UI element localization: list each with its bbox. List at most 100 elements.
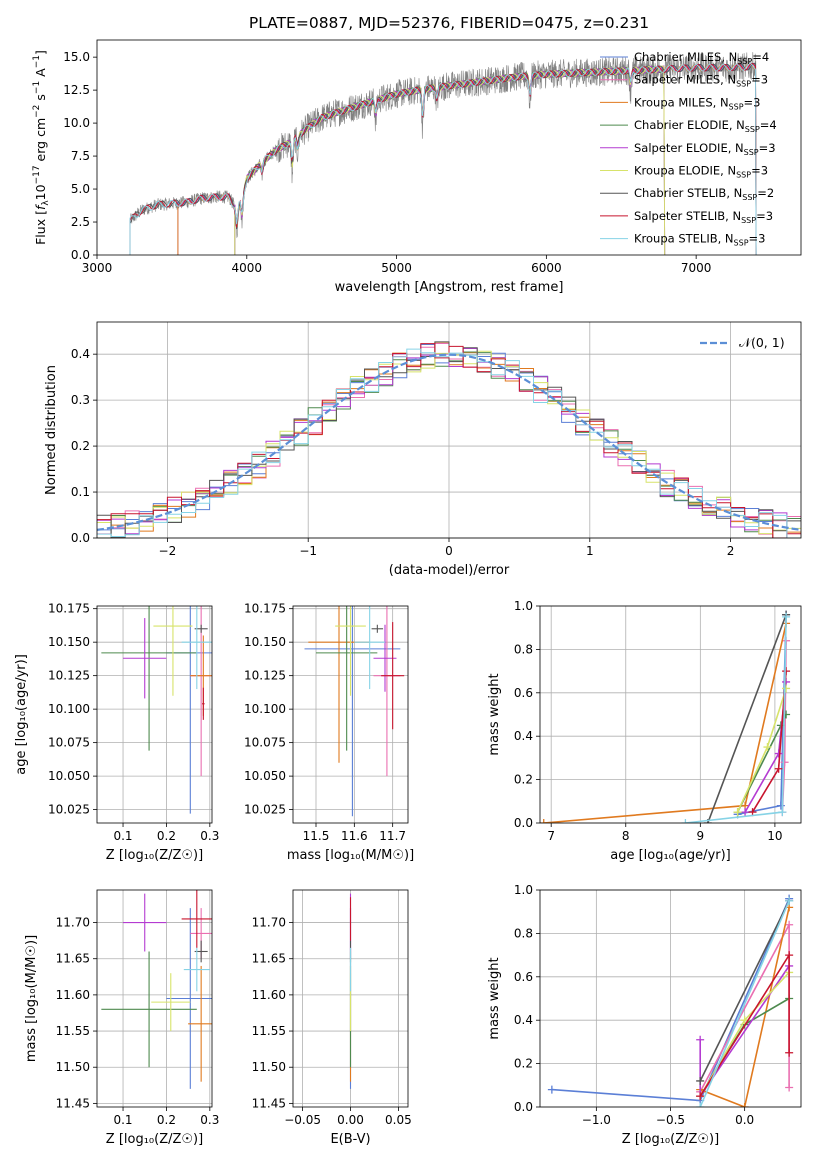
plot-area xyxy=(547,894,794,1107)
y-tick-label: 1.0 xyxy=(514,599,533,613)
y-tick-label: 11.65 xyxy=(56,952,90,966)
y-tick-label: 0.6 xyxy=(514,970,533,984)
y-tick-label: 10.075 xyxy=(244,736,286,750)
y-tick-label: 0.0 xyxy=(71,248,90,262)
massweight-marker-chabrier-stelib xyxy=(696,1076,705,1085)
y-axis-label: Normed distribution xyxy=(44,365,59,495)
x-tick-label: 8 xyxy=(622,829,630,843)
errorbar-chabrier-stelib xyxy=(371,624,384,633)
y-tick-label: 11.70 xyxy=(252,916,286,930)
plot-area xyxy=(129,52,757,255)
y-tick-label: 10.125 xyxy=(244,669,286,683)
axes-frame xyxy=(292,605,409,824)
x-tick-label: 10 xyxy=(767,829,782,843)
massweight-marker-kroupa-stelib xyxy=(681,819,690,823)
x-axis-label: wavelength [Angstrom, rest frame] xyxy=(335,280,564,295)
errorbar-salpeter-stelib xyxy=(202,687,205,720)
x-tick-label: 0.3 xyxy=(200,1113,219,1127)
errorbar-salpeter-stelib xyxy=(181,890,212,948)
y-tick-label: 11.60 xyxy=(56,988,90,1002)
massweight-marker-salpeter-stelib xyxy=(696,1092,705,1101)
massweight-marker-kroupa-stelib xyxy=(782,612,791,621)
residual-histogram-salpeter-stelib xyxy=(97,343,801,538)
y-tick-label: 5.0 xyxy=(71,182,90,196)
massweight-marker-salpeter-stelib xyxy=(785,1048,794,1057)
y-tick-label: 11.45 xyxy=(56,1096,90,1110)
x-tick-label: 3000 xyxy=(82,261,113,275)
x-tick-label: 6000 xyxy=(531,261,562,275)
legend-entry-chabrier-stelib: Chabrier STELIB, NSSP=2 xyxy=(634,186,774,202)
y-tick-label: 15.0 xyxy=(63,50,90,64)
errorbar-kroupa-stelib xyxy=(183,947,210,992)
y-tick-label: 12.5 xyxy=(63,83,90,97)
residual-histogram-kroupa-stelib xyxy=(97,348,801,538)
x-tick-label: 0.1 xyxy=(113,1113,132,1127)
massweight-vs-age-panel: 7 8 9 10 0.0 0.2 0.4 0.6 0.8 1.0 age [log₁₀(age/yr… xyxy=(487,599,802,863)
errorbar-chabrier-elodie xyxy=(101,951,197,1068)
errorbar-kroupa-elodie xyxy=(151,973,191,1032)
plot-area xyxy=(304,606,405,817)
x-tick-label: −0.05 xyxy=(284,1113,321,1127)
x-axis-label: E(B-V) xyxy=(330,1132,370,1147)
massweight-marker-salpeter-elodie xyxy=(696,1035,705,1044)
massweight-marker-salpeter-elodie xyxy=(774,749,783,758)
y-tick-label: 10.025 xyxy=(244,803,286,817)
y-axis-label: Flux [fλ10−17 erg cm−2 s−1 A−1] xyxy=(32,50,51,245)
legend-entry-kroupa-elodie: Kroupa ELODIE, NSSP=3 xyxy=(634,164,768,180)
y-tick-label: 11.60 xyxy=(252,988,286,1002)
x-axis-label: Z [log₁₀(Z/Z☉)] xyxy=(106,848,203,863)
massweight-line-kroupa-miles xyxy=(699,907,790,1107)
massweight-marker-kroupa-stelib xyxy=(778,808,787,817)
x-tick-label: 1 xyxy=(586,544,594,558)
x-axis-label: age [log₁₀(age/yr)] xyxy=(610,848,731,863)
y-tick-label: 2.5 xyxy=(71,215,90,229)
massweight-line-chabrier-stelib xyxy=(699,900,790,1082)
errorbar-kroupa-elodie xyxy=(153,606,193,696)
massweight-line-kroupa-miles xyxy=(543,623,787,823)
y-tick-label: 0.2 xyxy=(514,1057,533,1071)
errorbar-chabrier-miles xyxy=(166,908,212,1089)
y-tick-label: 0.4 xyxy=(71,347,90,361)
massweight-marker-salpeter-stelib xyxy=(782,667,791,676)
massweight-marker-kroupa-stelib xyxy=(696,1103,705,1107)
massweight-marker-salpeter-stelib xyxy=(785,951,794,960)
axes-frame xyxy=(96,39,802,256)
x-tick-label: 4000 xyxy=(232,261,263,275)
x-tick-label: 0.00 xyxy=(337,1113,364,1127)
y-tick-label: 0.6 xyxy=(514,686,533,700)
legend-entry-kroupa-miles: Kroupa MILES, NSSP=3 xyxy=(634,95,760,111)
y-tick-label: 0.8 xyxy=(514,926,533,940)
y-axis-label: mass weight xyxy=(487,673,502,755)
errorbar-salpeter-stelib xyxy=(381,622,405,730)
y-tick-label: 0.3 xyxy=(71,393,90,407)
y-tick-label: 11.70 xyxy=(56,916,90,930)
x-tick-label: 11.7 xyxy=(379,829,406,843)
axes-frame xyxy=(292,889,409,1108)
x-tick-label: 7 xyxy=(547,829,555,843)
y-tick-label: 10.175 xyxy=(48,602,90,616)
y-tick-label: 10.150 xyxy=(48,635,90,649)
y-tick-label: 11.50 xyxy=(56,1060,90,1074)
residual-histogram-panel: −2 −1 0 1 2 0.0 0.1 0.2 0.3 0.4 (data-model)/error… xyxy=(44,321,802,578)
legend-entry-chabrier-miles: Chabrier MILES, NSSP=4 xyxy=(634,50,769,66)
x-tick-label: 9 xyxy=(697,829,705,843)
x-tick-label: −0.5 xyxy=(656,1113,685,1127)
y-tick-label: 10.125 xyxy=(48,669,90,683)
legend-entry-kroupa-stelib: Kroupa STELIB, NSSP=3 xyxy=(634,232,765,248)
errorbar-chabrier-miles xyxy=(304,606,401,817)
x-tick-label: 11.6 xyxy=(341,829,368,843)
y-tick-label: 10.175 xyxy=(244,602,286,616)
x-tick-label: 11.5 xyxy=(303,829,330,843)
y-tick-label: 0.0 xyxy=(514,1100,533,1114)
y-axis-label: age [log₁₀(age/yr)] xyxy=(14,654,29,775)
x-tick-label: 0.05 xyxy=(385,1113,412,1127)
x-tick-label: 0.1 xyxy=(113,829,132,843)
massweight-marker-kroupa-stelib xyxy=(785,896,794,905)
x-tick-label: 0.2 xyxy=(157,829,176,843)
x-tick-label: −1.0 xyxy=(582,1113,611,1127)
y-tick-label: 7.5 xyxy=(71,149,90,163)
age-vs-metallicity-panel: 0.1 0.2 0.3 10.025 10.050 10.075 10.100 10.125 1… xyxy=(14,602,219,863)
massweight-marker-chabrier-miles xyxy=(547,1085,556,1094)
x-tick-label: 2 xyxy=(727,544,735,558)
plot-area xyxy=(97,341,801,538)
